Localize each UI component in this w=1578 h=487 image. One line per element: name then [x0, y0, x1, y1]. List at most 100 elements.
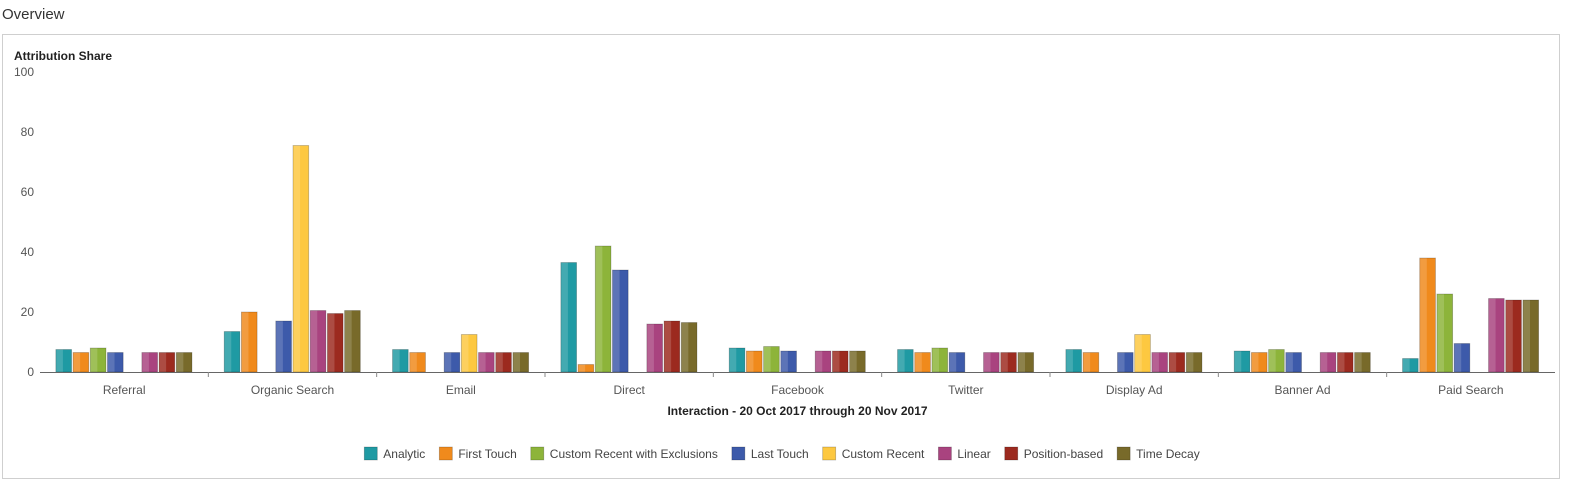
bar[interactable]: [1337, 352, 1354, 373]
bar[interactable]: [478, 352, 495, 373]
bar[interactable]: [1419, 257, 1436, 373]
bar[interactable]: [1117, 352, 1134, 373]
bar[interactable]: [1185, 352, 1203, 373]
bar[interactable]: [409, 352, 426, 373]
legend-item[interactable]: Position-based: [1004, 446, 1103, 461]
bar[interactable]: [512, 352, 530, 373]
bar[interactable]: [1402, 358, 1419, 373]
legend-label: Linear: [957, 447, 990, 461]
bar-fill: [241, 312, 258, 372]
bar[interactable]: [1285, 352, 1302, 373]
bar[interactable]: [763, 346, 780, 373]
bar-highlight: [1000, 352, 1008, 372]
bar[interactable]: [292, 145, 310, 373]
legend-item[interactable]: Linear: [937, 446, 991, 461]
bar-highlight: [1454, 343, 1462, 372]
bar-highlight: [931, 348, 939, 372]
bar-fill: [1419, 258, 1436, 372]
bar[interactable]: [309, 310, 327, 373]
bar[interactable]: [1017, 352, 1035, 373]
bar[interactable]: [1151, 352, 1168, 373]
bar[interactable]: [663, 320, 681, 373]
bar[interactable]: [1000, 352, 1017, 373]
legend-item[interactable]: Analytic: [363, 446, 425, 461]
bar[interactable]: [443, 352, 461, 373]
legend-item[interactable]: First Touch: [438, 446, 517, 461]
bar[interactable]: [1436, 293, 1454, 373]
bar[interactable]: [612, 269, 629, 373]
bar-fill: [461, 334, 478, 372]
bar-fill: [681, 322, 697, 372]
bar-highlight: [1436, 294, 1444, 372]
bar[interactable]: [560, 262, 577, 373]
bar[interactable]: [1134, 334, 1151, 373]
bar[interactable]: [72, 352, 90, 373]
x-tick-label: Organic Search: [251, 383, 334, 397]
bar[interactable]: [1505, 299, 1522, 373]
bars: [55, 145, 1540, 373]
bar[interactable]: [849, 350, 866, 373]
bar-highlight: [1419, 258, 1427, 372]
bar-highlight: [1285, 352, 1293, 372]
bar[interactable]: [1168, 352, 1186, 373]
legend-item[interactable]: Custom Recent with Exclusions: [530, 446, 718, 461]
bar[interactable]: [931, 347, 949, 373]
bar[interactable]: [1488, 298, 1505, 373]
bar-highlight: [612, 270, 620, 372]
bar[interactable]: [89, 347, 107, 373]
bar[interactable]: [1233, 350, 1251, 373]
bar[interactable]: [914, 352, 931, 373]
bar[interactable]: [223, 331, 241, 373]
bar[interactable]: [577, 364, 595, 373]
bar[interactable]: [1319, 352, 1337, 373]
bar[interactable]: [897, 349, 914, 373]
legend-item[interactable]: Last Touch: [731, 446, 809, 461]
bar-fill: [1454, 343, 1470, 372]
bar[interactable]: [746, 350, 763, 373]
bar[interactable]: [728, 347, 746, 373]
bar[interactable]: [495, 352, 512, 373]
bar[interactable]: [1065, 349, 1082, 373]
bar-fill: [1234, 351, 1250, 372]
bar[interactable]: [1082, 352, 1100, 373]
bar[interactable]: [141, 352, 158, 373]
bar[interactable]: [175, 352, 193, 373]
bar-fill: [55, 349, 72, 372]
bar[interactable]: [460, 334, 478, 373]
bar[interactable]: [240, 311, 258, 373]
bar[interactable]: [275, 320, 292, 373]
legend-swatch: [937, 446, 952, 461]
bar[interactable]: [107, 352, 124, 373]
bar[interactable]: [1251, 352, 1268, 373]
bar-fill: [815, 351, 831, 372]
bar-fill: [1017, 352, 1034, 372]
bar[interactable]: [326, 313, 344, 373]
bar[interactable]: [392, 349, 409, 373]
legend-item[interactable]: Custom Recent: [822, 446, 925, 461]
bar[interactable]: [594, 245, 612, 373]
x-tick-label: Direct: [613, 383, 645, 397]
bar[interactable]: [646, 323, 663, 373]
legend-swatch: [438, 446, 453, 461]
bar[interactable]: [948, 352, 966, 373]
bar-highlight: [478, 352, 486, 372]
legend-item[interactable]: Time Decay: [1116, 446, 1200, 461]
bar-fill: [1402, 358, 1419, 372]
bar[interactable]: [158, 352, 176, 373]
bar[interactable]: [680, 322, 698, 373]
bar[interactable]: [344, 310, 361, 373]
bar[interactable]: [1522, 299, 1540, 373]
bar-highlight: [1268, 349, 1276, 372]
bar-fill: [1083, 352, 1099, 372]
bar[interactable]: [1453, 343, 1471, 373]
legend-swatch: [530, 446, 545, 461]
bar[interactable]: [1354, 352, 1371, 373]
bar-highlight: [107, 352, 115, 372]
x-tick-label: Referral: [103, 383, 146, 397]
bar[interactable]: [780, 350, 797, 373]
bar[interactable]: [832, 350, 849, 373]
bar[interactable]: [55, 349, 72, 373]
bar[interactable]: [814, 350, 832, 373]
bar[interactable]: [1268, 349, 1285, 373]
bar[interactable]: [983, 352, 1000, 373]
